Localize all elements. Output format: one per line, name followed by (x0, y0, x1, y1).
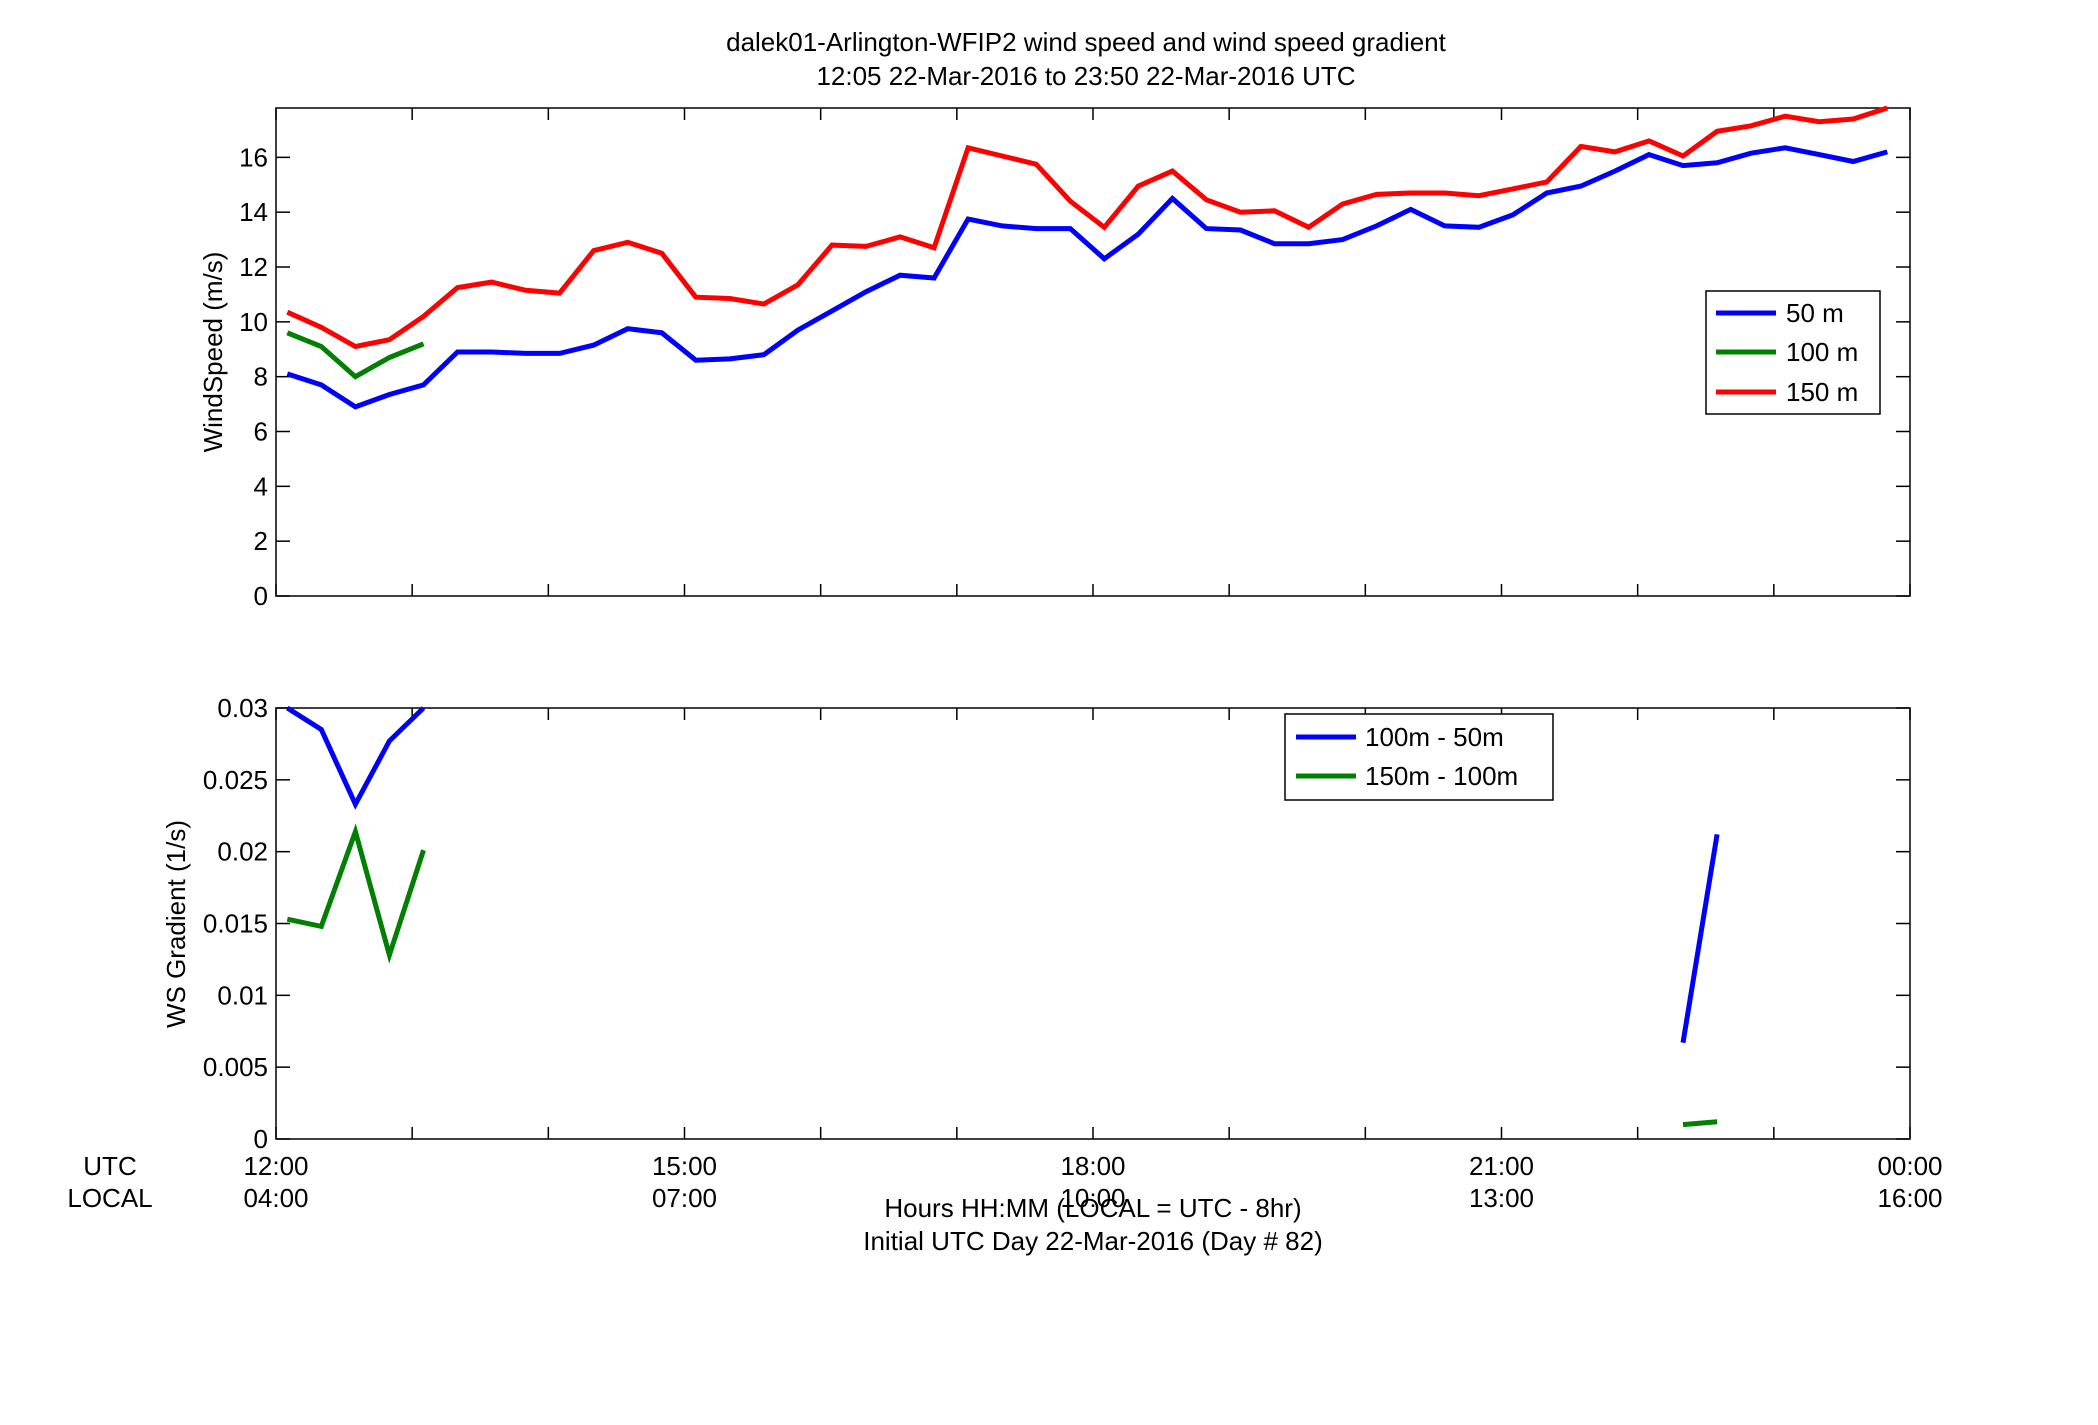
gradient-series-line-1 (286, 823, 426, 964)
gradient-ytick-label: 0.01 (217, 980, 268, 1010)
gradient-ytick-label: 0.005 (203, 1052, 268, 1082)
legend-label-100m-50m: 100m - 50m (1365, 722, 1504, 752)
wind-speed-ytick-label: 8 (254, 362, 268, 392)
x-axis-label-line2: Initial UTC Day 22-Mar-2016 (Day # 82) (863, 1226, 1323, 1256)
utc-row-label: UTC (83, 1151, 136, 1181)
wind-speed-ytick-label: 0 (254, 581, 268, 611)
wind-speed-ylabel: WindSpeed (m/s) (198, 252, 228, 453)
gradient-axes-box (275, 707, 1911, 1140)
gradient-ytick-labels: 0 0.005 0.01 0.015 0.02 0.025 0.03 (203, 693, 268, 1154)
utc-tick-label: 00:00 (1877, 1151, 1942, 1181)
legend-label-150m: 150 m (1786, 377, 1858, 407)
local-tick-labels: 04:00 07:00 10:00 13:00 16:00 (243, 1183, 1942, 1213)
gradient-ylabel: WS Gradient (1/s) (161, 820, 191, 1028)
wind-speed-series-line-0 (286, 145, 1888, 410)
wind-speed-series (286, 105, 1889, 410)
gradient-legend-box (1284, 713, 1554, 801)
wind-speed-ytick-label: 2 (254, 526, 268, 556)
wind-speed-ytick-labels: 0 2 4 6 8 10 12 14 16 (239, 142, 268, 611)
gradient-ticks (275, 707, 1911, 1140)
wind-speed-ytick-label: 16 (239, 142, 268, 172)
figure-title-line1: dalek01-Arlington-WFIP2 wind speed and w… (726, 27, 1447, 57)
utc-tick-label: 12:00 (243, 1151, 308, 1181)
gradient-ytick-label: 0.015 (203, 909, 268, 939)
local-tick-label: 13:00 (1469, 1183, 1534, 1213)
wind-speed-ytick-label: 12 (239, 252, 268, 282)
legend-label-150m-100m: 150m - 100m (1365, 761, 1518, 791)
wind-speed-ytick-label: 6 (254, 417, 268, 447)
wind-speed-series-line-1 (286, 330, 425, 380)
gradient-series (285, 705, 1720, 1128)
local-row-label: LOCAL (67, 1183, 152, 1213)
wind-speed-panel: 0 2 4 6 8 10 12 14 16 WindSpeed (m/s) 50 m 100 m… (198, 105, 1911, 611)
gradient-legend: 100m - 50m 150m - 100m (1284, 713, 1554, 801)
wind-speed-ytick-label: 4 (254, 471, 268, 501)
legend-label-100m: 100 m (1786, 337, 1858, 367)
utc-tick-labels: 12:00 15:00 18:00 21:00 00:00 (243, 1151, 1942, 1181)
wind-speed-ytick-label: 10 (239, 307, 268, 337)
local-tick-label: 16:00 (1877, 1183, 1942, 1213)
gradient-series-line-0 (285, 705, 426, 810)
gradient-series-line-1 (1682, 1119, 1718, 1128)
gradient-series-line-0 (1680, 833, 1720, 1044)
legend-label-50m: 50 m (1786, 298, 1844, 328)
figure-title-line2: 12:05 22-Mar-2016 to 23:50 22-Mar-2016 U… (816, 61, 1355, 91)
utc-tick-label: 18:00 (1060, 1151, 1125, 1181)
utc-tick-label: 15:00 (652, 1151, 717, 1181)
wind-speed-series-line-2 (286, 105, 1889, 350)
wind-speed-legend: 50 m 100 m 150 m (1705, 290, 1881, 415)
local-tick-label: 07:00 (652, 1183, 717, 1213)
wind-speed-ticks (275, 108, 1911, 597)
local-tick-label: 04:00 (243, 1183, 308, 1213)
wind-speed-ytick-label: 14 (239, 197, 268, 227)
gradient-panel: 0 0.005 0.01 0.015 0.02 0.025 0.03 WS Gradient… (161, 693, 1911, 1154)
utc-tick-label: 21:00 (1469, 1151, 1534, 1181)
gradient-ytick-label: 0.025 (203, 765, 268, 795)
gradient-ytick-label: 0 (254, 1124, 268, 1154)
gradient-ytick-label: 0.02 (217, 837, 268, 867)
x-axis-label-line1: Hours HH:MM (LOCAL = UTC - 8hr) (884, 1193, 1301, 1223)
gradient-ytick-label: 0.03 (217, 693, 268, 723)
local-tick-label: 10:00 (1060, 1183, 1125, 1213)
